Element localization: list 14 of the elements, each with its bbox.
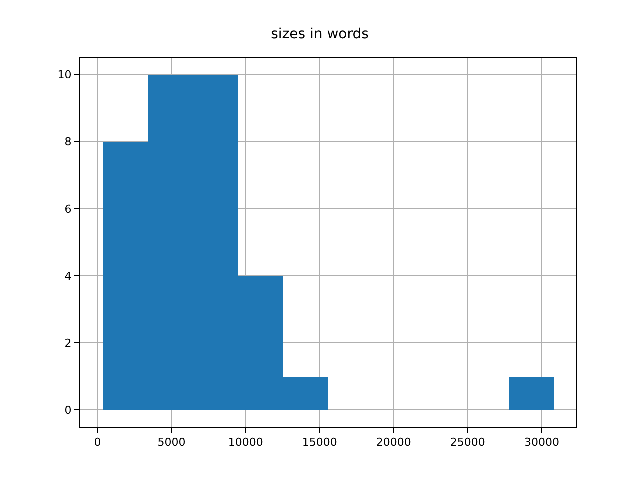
x-tick-label: 0 — [94, 436, 102, 450]
x-tick-label: 15000 — [302, 436, 338, 450]
y-tick-label: 8 — [64, 136, 72, 149]
x-tick-label: 10000 — [228, 436, 264, 450]
x-tick-label: 5000 — [158, 436, 186, 450]
chart-title: sizes in words — [271, 26, 369, 42]
y-tick-label: 0 — [64, 404, 72, 418]
x-tick-label: 30000 — [524, 436, 560, 450]
x-tick-label: 25000 — [450, 436, 486, 450]
y-tick-label: 2 — [64, 336, 72, 350]
y-tick-label: 10 — [58, 68, 72, 82]
y-tick-label: 6 — [64, 202, 72, 216]
y-tick-label: 4 — [64, 270, 72, 283]
x-tick-label: 20000 — [376, 436, 412, 450]
